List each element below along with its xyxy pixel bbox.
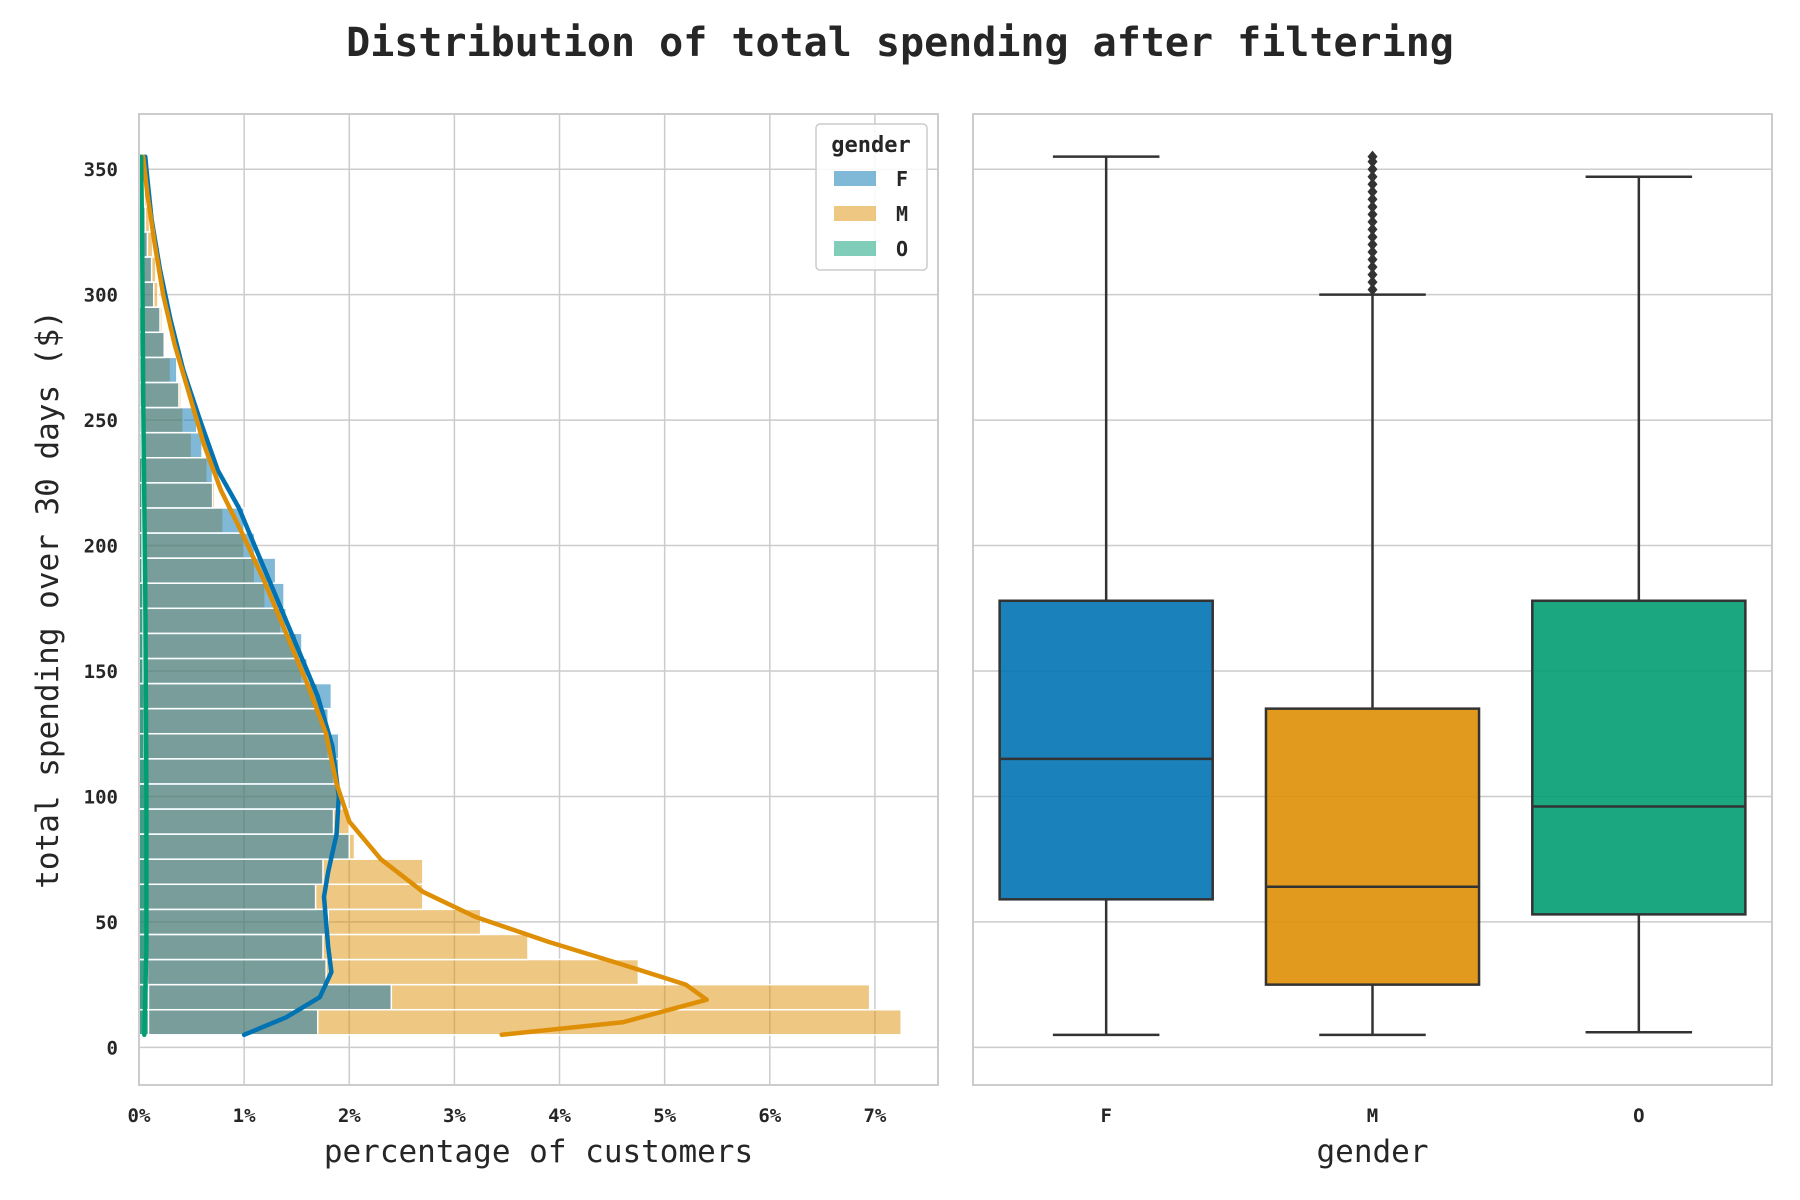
y-tick-label: 150	[84, 661, 118, 683]
y-tick-label: 200	[84, 536, 118, 558]
legend: gender FMO	[815, 123, 928, 271]
hist-bar-F	[138, 682, 333, 710]
legend-box	[815, 123, 928, 271]
hist-bar-F	[138, 958, 327, 986]
x-tick-label: F	[1100, 1105, 1111, 1127]
y-tick-label: 350	[84, 159, 118, 181]
hist-bar-F	[138, 406, 198, 434]
x-axis-label: gender	[1317, 1134, 1429, 1170]
hist-bar-F	[138, 557, 277, 584]
outlier-marker	[1367, 178, 1378, 191]
x-tick-label: M	[1367, 1105, 1378, 1127]
box-iqr	[998, 599, 1214, 901]
outlier-marker	[1367, 253, 1378, 266]
hist-bar-F	[138, 707, 329, 735]
figure-title: Distribution of total spending after fil…	[346, 20, 1454, 66]
hist-bar-F	[138, 983, 393, 1011]
outlier-marker	[1367, 238, 1378, 251]
x-tick-label: 3%	[443, 1105, 466, 1127]
hist-bar-F	[138, 758, 340, 785]
outlier-marker	[1367, 268, 1378, 281]
x-tick-label: 6%	[758, 1105, 781, 1127]
hist-bar-F	[138, 532, 256, 559]
outlier-marker	[1367, 223, 1378, 236]
box-iqr	[1264, 707, 1481, 986]
outlier-marker	[1367, 193, 1378, 206]
hist-bar-F	[138, 507, 245, 534]
x-tick-label: O	[1633, 1105, 1644, 1127]
legend-label-M: M	[896, 202, 908, 226]
hist-bar-F	[138, 431, 203, 459]
box-F	[998, 155, 1214, 1037]
x-axis-label: percentage of customers	[324, 1134, 753, 1170]
legend-swatch-F	[834, 171, 876, 186]
y-axis-label: total spending over 30 days ($)	[30, 310, 66, 889]
x-tick-label: 5%	[653, 1105, 676, 1127]
hist-bar-F	[138, 808, 335, 835]
legend-swatch-M	[834, 206, 876, 221]
plot-frame	[138, 113, 939, 1086]
outlier-marker	[1367, 150, 1378, 163]
outlier-marker	[1367, 276, 1378, 289]
legend-swatch-O	[834, 241, 876, 256]
legend-label-F: F	[896, 167, 908, 191]
plot-frame	[972, 113, 1773, 1086]
hist-bar-F	[138, 456, 214, 484]
y-tick-label: 0	[107, 1037, 118, 1059]
hist-bar-F	[138, 582, 285, 610]
hist-bar-F	[138, 908, 329, 936]
box-M	[1264, 150, 1481, 1037]
y-tick-label: 250	[84, 410, 118, 432]
y-tick-label: 300	[84, 285, 118, 307]
hist-bar-F	[138, 632, 303, 660]
outlier-marker	[1367, 200, 1378, 213]
outlier-marker	[1367, 185, 1378, 198]
x-tick-label: 2%	[338, 1105, 361, 1127]
x-tick-label: 7%	[863, 1105, 886, 1127]
outlier-marker	[1367, 230, 1378, 243]
outlier-marker	[1367, 283, 1378, 296]
hist-bar-F	[138, 933, 324, 961]
outlier-marker	[1367, 208, 1378, 221]
hist-bar-F	[138, 858, 324, 886]
box-O	[1531, 175, 1747, 1034]
y-tick-label: 50	[95, 912, 118, 934]
outlier-marker	[1367, 261, 1378, 274]
x-tick-label: 1%	[233, 1105, 256, 1127]
outlier-marker	[1367, 170, 1378, 183]
box-iqr	[1531, 599, 1747, 916]
hist-bar-F	[138, 482, 214, 509]
outlier-marker	[1367, 245, 1378, 258]
histogram-panel: 0% 1% 2% 3% 4% 5% 6% 7% 0 50 100 150 200 250 300 350 per…	[30, 113, 939, 1170]
x-tick-label: 0%	[128, 1105, 151, 1127]
x-tick-label: 4%	[548, 1105, 571, 1127]
legend-title: gender	[831, 133, 910, 158]
hist-bar-F	[138, 783, 340, 810]
hist-bar-F	[138, 833, 351, 860]
kde-line-M	[140, 154, 709, 1038]
hist-bar-F	[138, 657, 308, 685]
hist-bar-F	[138, 607, 287, 635]
legend-label-O: O	[896, 237, 908, 261]
kde-line-O	[138, 154, 149, 1038]
y-tick-label: 100	[84, 786, 118, 808]
hist-bar-F	[138, 883, 317, 911]
outlier-marker	[1367, 163, 1378, 176]
hist-bar-F	[138, 732, 340, 760]
outlier-marker	[1367, 215, 1378, 228]
